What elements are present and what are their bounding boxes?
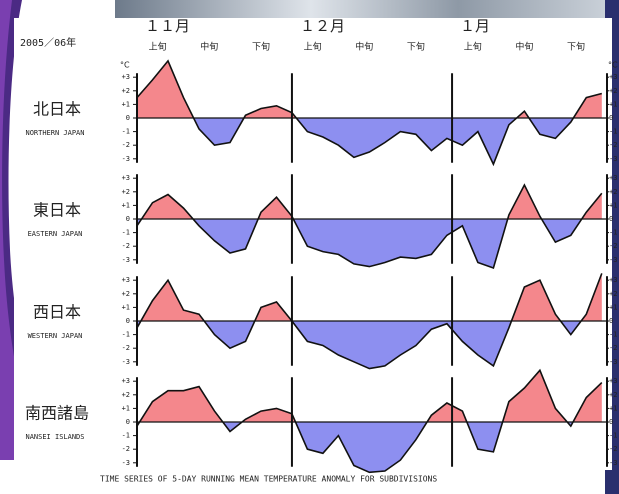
region-title: 東日本: [33, 201, 81, 220]
y-tick-label: +3: [122, 174, 130, 182]
y-tick-label: -1: [122, 331, 130, 339]
y-tick-label: -2: [122, 344, 130, 352]
y-tick-label: -3: [609, 358, 617, 366]
y-tick-label: +3: [122, 377, 130, 385]
slide-decoration: [0, 0, 40, 460]
y-tick-label: -2: [122, 242, 130, 250]
y-tick-label: 0: [126, 215, 130, 223]
region-subtitle: NORTHERN JAPAN: [25, 129, 84, 137]
y-tick-label: -3: [609, 155, 617, 163]
period-label: 上旬: [149, 41, 167, 53]
period-label: 中旬: [200, 41, 218, 53]
area-positive: [137, 273, 602, 321]
y-tick-label: +3: [122, 276, 130, 284]
period-label: 下旬: [407, 41, 425, 53]
series-line: [136, 183, 603, 270]
month-label: １月: [460, 17, 490, 35]
series-line: [136, 59, 603, 167]
period-label: 下旬: [567, 41, 585, 53]
region-subtitle: WESTERN JAPAN: [28, 332, 83, 340]
month-label: １１月: [145, 17, 190, 35]
y-tick-label: +3: [609, 174, 617, 182]
region-subtitle: EASTERN JAPAN: [28, 230, 83, 238]
y-tick-label: -3: [609, 459, 617, 467]
y-tick-label: 0: [609, 317, 613, 325]
season-label: 2005／06年: [20, 36, 76, 49]
y-tick-label: +1: [122, 100, 130, 108]
period-label: 中旬: [515, 41, 533, 53]
unit-label: °C: [120, 61, 130, 70]
region-title: 南西諸島: [25, 404, 89, 423]
y-tick-label: +2: [122, 87, 130, 95]
y-tick-label: +1: [609, 404, 617, 412]
y-tick-label: +3: [609, 276, 617, 284]
series-line: [136, 273, 603, 370]
y-tick-label: -2: [609, 445, 617, 453]
y-tick-label: 0: [126, 317, 130, 325]
y-tick-label: -1: [122, 128, 130, 136]
y-tick-label: +2: [609, 188, 617, 196]
banner-image: [115, 0, 605, 18]
area-positive: [137, 185, 602, 219]
y-tick-label: 0: [609, 418, 613, 426]
y-tick-label: -1: [609, 432, 617, 440]
y-tick-label: -1: [609, 128, 617, 136]
area-negative: [137, 118, 602, 165]
region-title: 北日本: [33, 100, 81, 119]
y-tick-label: +2: [609, 290, 617, 298]
y-tick-label: +2: [122, 188, 130, 196]
y-tick-label: 0: [609, 215, 613, 223]
area-negative: [137, 321, 602, 369]
y-tick-label: +3: [609, 73, 617, 81]
period-label: 上旬: [304, 41, 322, 53]
y-tick-label: +3: [122, 73, 130, 81]
y-tick-label: -2: [609, 242, 617, 250]
y-tick-label: -1: [609, 229, 617, 237]
period-label: 下旬: [252, 41, 270, 53]
series-line: [136, 368, 603, 474]
period-label: 中旬: [355, 41, 373, 53]
y-tick-label: -2: [122, 141, 130, 149]
y-tick-label: -3: [122, 256, 130, 264]
y-tick-label: -2: [122, 445, 130, 453]
region-title: 西日本: [33, 303, 81, 322]
y-tick-label: 0: [126, 418, 130, 426]
y-tick-label: +1: [609, 303, 617, 311]
y-tick-label: -1: [122, 229, 130, 237]
area-negative: [137, 422, 602, 473]
area-negative: [137, 219, 602, 268]
y-tick-label: +2: [609, 391, 617, 399]
y-tick-label: -3: [122, 358, 130, 366]
region-subtitle: NANSEI ISLANDS: [25, 433, 84, 441]
y-tick-label: -3: [609, 256, 617, 264]
y-tick-label: -2: [609, 141, 617, 149]
unit-label: °C: [608, 61, 618, 70]
y-tick-label: +1: [122, 303, 130, 311]
area-positive: [137, 370, 602, 422]
y-tick-label: +2: [122, 391, 130, 399]
y-tick-label: 0: [126, 114, 130, 122]
y-tick-label: -3: [122, 155, 130, 163]
y-tick-label: +3: [609, 377, 617, 385]
period-label: 上旬: [464, 41, 482, 53]
y-tick-label: -2: [609, 344, 617, 352]
footer-note: TIME SERIES OF 5-DAY RUNNING MEAN TEMPER…: [100, 475, 437, 484]
y-tick-label: +1: [122, 404, 130, 412]
y-tick-label: +2: [122, 290, 130, 298]
y-tick-label: -1: [609, 331, 617, 339]
y-tick-label: -3: [122, 459, 130, 467]
area-positive: [137, 60, 602, 118]
y-tick-label: 0: [609, 114, 613, 122]
y-tick-label: +1: [609, 201, 617, 209]
y-tick-label: -1: [122, 432, 130, 440]
y-tick-label: +1: [609, 100, 617, 108]
y-tick-label: +1: [122, 201, 130, 209]
y-tick-label: +2: [609, 87, 617, 95]
month-label: １２月: [300, 17, 345, 35]
